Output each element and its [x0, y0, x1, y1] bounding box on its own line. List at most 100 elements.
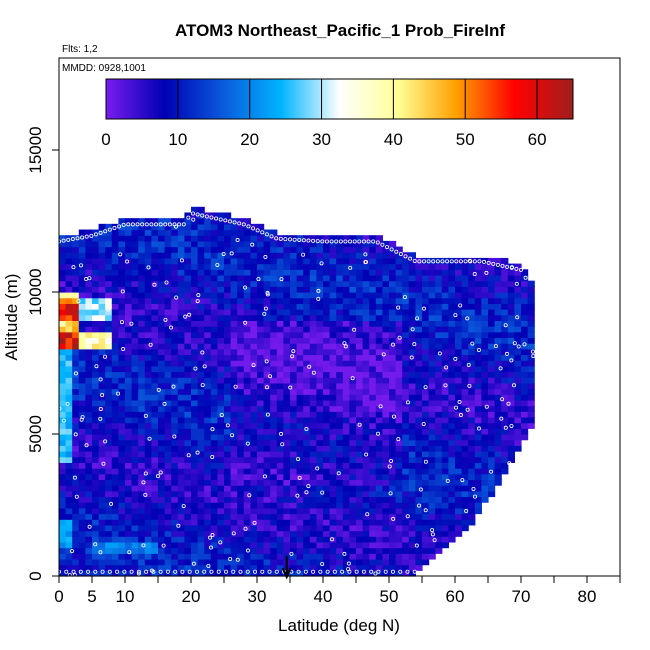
- heatmap-cell: [105, 343, 113, 350]
- heatmap-cell: [382, 377, 390, 384]
- heatmap-cell: [65, 513, 73, 520]
- heatmap-cell: [375, 377, 383, 384]
- heatmap-cell: [217, 331, 225, 339]
- heatmap-cell: [382, 263, 390, 270]
- heatmap-cell: [257, 399, 265, 407]
- heatmap-cell: [85, 360, 93, 367]
- heatmap-cell: [144, 292, 152, 299]
- heatmap-cell: [415, 451, 423, 458]
- flight-dot: [365, 512, 370, 517]
- heatmap-cell: [488, 263, 496, 270]
- heatmap-cell: [408, 377, 416, 384]
- heatmap-cell: [408, 558, 416, 566]
- heatmap-cell: [125, 416, 133, 424]
- heatmap-cell: [441, 382, 449, 390]
- heatmap-cell: [356, 303, 364, 310]
- heatmap-cell: [395, 530, 403, 537]
- heatmap-cell: [521, 371, 529, 378]
- heatmap-cell: [389, 365, 397, 373]
- heatmap-cell: [468, 292, 476, 299]
- heatmap-cell: [197, 524, 205, 532]
- heatmap-cell: [217, 388, 225, 395]
- heatmap-cell: [276, 343, 284, 350]
- heatmap-cell: [369, 326, 377, 333]
- heatmap-cell: [329, 382, 337, 390]
- heatmap-cell: [191, 229, 199, 236]
- heatmap-cell: [144, 564, 152, 571]
- heatmap-cell: [415, 507, 423, 515]
- heatmap-cell: [428, 530, 436, 537]
- heatmap-cell: [224, 422, 232, 429]
- heatmap-cell: [342, 343, 350, 350]
- heatmap-cell: [290, 445, 298, 452]
- heatmap-cell: [296, 541, 304, 549]
- heatmap-cell: [468, 519, 476, 526]
- heatmap-cell: [92, 473, 100, 481]
- heatmap-cell: [382, 553, 390, 560]
- heatmap-cell: [131, 462, 139, 469]
- heatmap-cell: [230, 513, 238, 520]
- heatmap-cell: [323, 405, 331, 412]
- heatmap-cell: [448, 371, 456, 378]
- heatmap-cell: [402, 468, 410, 475]
- heatmap-cell: [151, 541, 159, 549]
- heatmap-cell: [349, 422, 357, 429]
- flight-dot: [373, 571, 378, 576]
- heatmap-cell: [191, 218, 199, 225]
- flight-dot: [440, 259, 445, 264]
- heatmap-cell: [375, 502, 383, 509]
- heatmap-cell: [501, 303, 509, 310]
- heatmap-cell: [342, 456, 350, 463]
- heatmap-cell: [210, 223, 218, 231]
- flight-dot: [70, 549, 75, 554]
- heatmap-cell: [85, 541, 93, 549]
- heatmap-cell: [65, 388, 73, 395]
- heatmap-cell: [204, 428, 212, 435]
- heatmap-cell: [164, 547, 172, 554]
- heatmap-cell: [270, 570, 278, 577]
- heatmap-cell: [125, 297, 133, 304]
- heatmap-cell: [422, 399, 430, 407]
- heatmap-cell: [164, 337, 172, 344]
- heatmap-cell: [342, 263, 350, 270]
- heatmap-cell: [105, 314, 113, 321]
- heatmap-cell: [481, 490, 489, 498]
- heatmap-cell: [481, 377, 489, 384]
- heatmap-cell: [217, 564, 225, 571]
- heatmap-cell: [78, 502, 86, 509]
- heatmap-cell: [389, 411, 397, 418]
- heatmap-cell: [290, 456, 298, 463]
- heatmap-cell: [164, 399, 172, 407]
- heatmap-cell: [481, 309, 489, 316]
- heatmap-cell: [78, 536, 86, 543]
- heatmap-cell: [323, 365, 331, 373]
- heatmap-cell: [131, 263, 139, 270]
- heatmap-cell: [138, 257, 146, 265]
- heatmap-cell: [428, 326, 436, 333]
- heatmap-cell: [217, 524, 225, 532]
- flight-dot: [467, 383, 472, 388]
- heatmap-cell: [494, 257, 502, 265]
- flight-dot: [519, 267, 524, 272]
- heatmap-cell: [455, 309, 463, 316]
- heatmap-cell: [191, 451, 199, 458]
- heatmap-cell: [131, 246, 139, 253]
- heatmap-cell: [329, 303, 337, 310]
- heatmap-cell: [316, 331, 324, 339]
- heatmap-cell: [455, 473, 463, 481]
- heatmap-cell: [527, 297, 535, 304]
- x-tick-label: 70: [512, 587, 531, 606]
- heatmap-cell: [125, 229, 133, 236]
- heatmap-cell: [349, 496, 357, 503]
- heatmap-cell: [164, 479, 172, 486]
- heatmap-cell: [230, 229, 238, 236]
- heatmap-cell: [131, 445, 139, 452]
- heatmap-cell: [78, 292, 86, 299]
- heatmap-cell: [257, 456, 265, 463]
- heatmap-cell: [507, 286, 515, 293]
- heatmap-cell: [488, 297, 496, 304]
- heatmap-cell: [329, 507, 337, 515]
- heatmap-cell: [105, 507, 113, 515]
- heatmap-cell: [342, 439, 350, 446]
- heatmap-cell: [389, 524, 397, 532]
